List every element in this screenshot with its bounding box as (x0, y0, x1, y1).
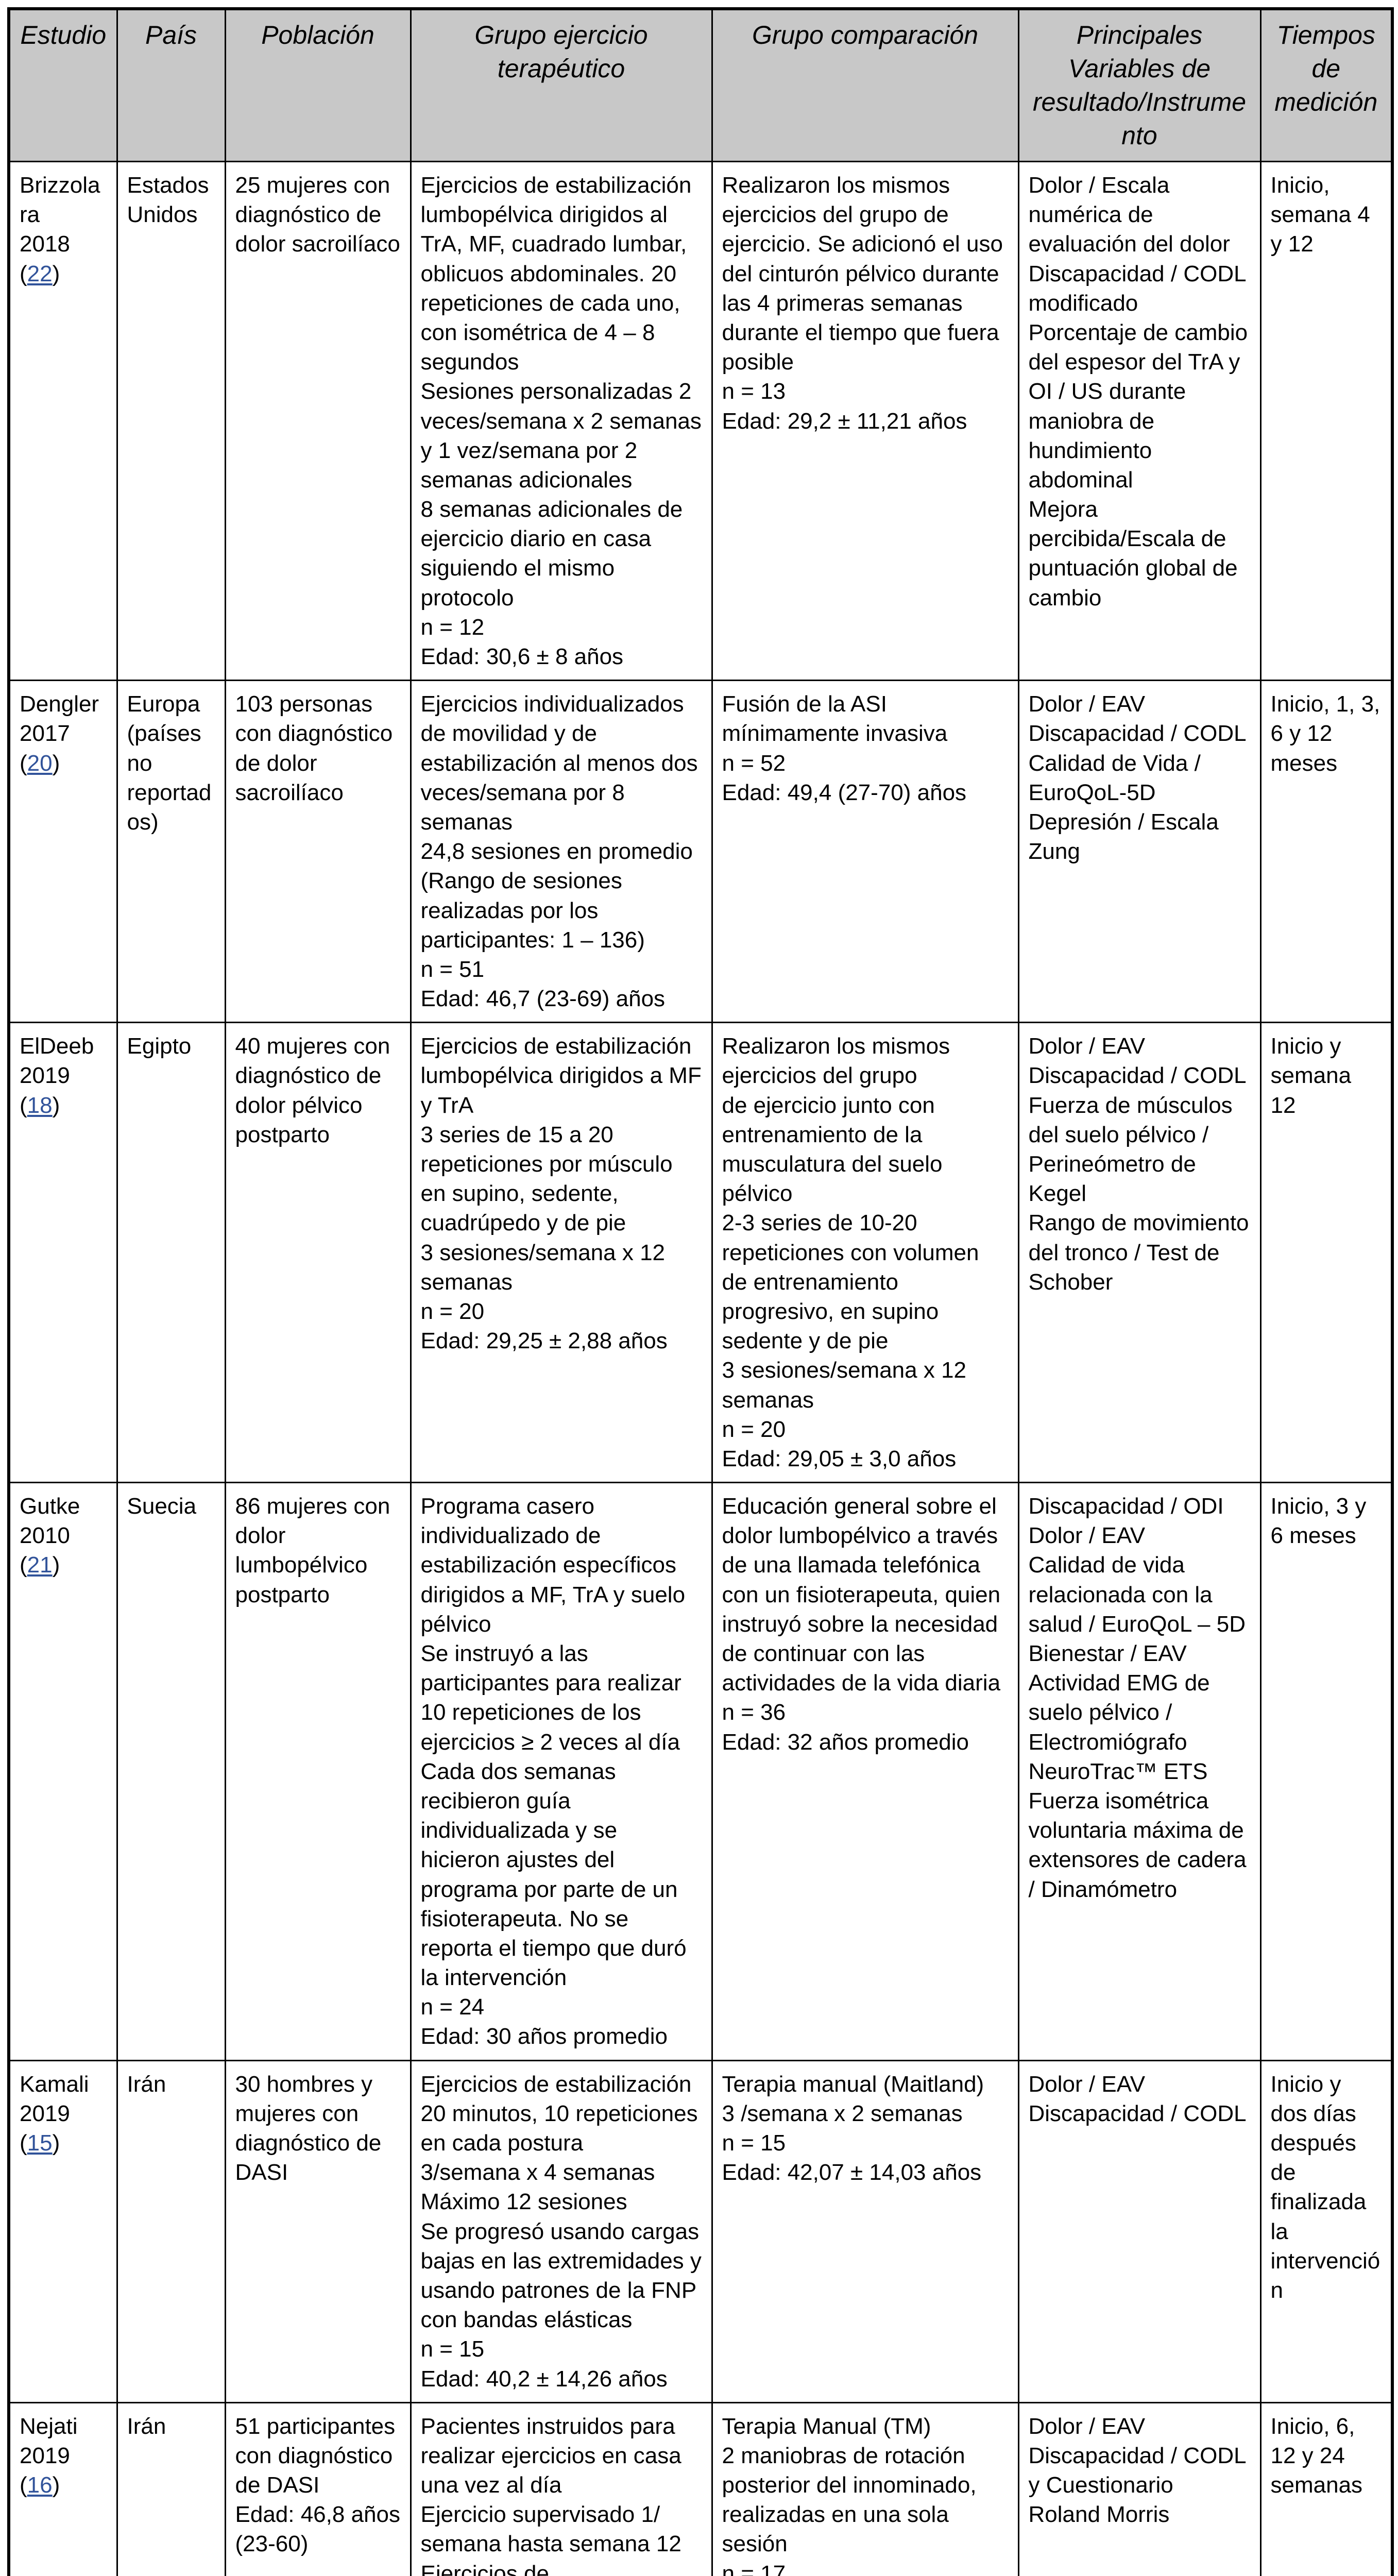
study-name: Gutke (20, 1494, 80, 1519)
study-year: 2019 (20, 2443, 70, 2468)
column-header-tiempos: Tiempos de medición (1259, 8, 1393, 162)
column-header-estudio: Estudio (8, 8, 118, 162)
study-name: ElDeeb (20, 1033, 94, 1059)
study-reference: (22) (20, 261, 60, 286)
cell-estudio: Brizzolara 2018 (22) (8, 160, 118, 682)
cell-tiempos: Inicio y semana 12 (1259, 1022, 1393, 1484)
table-row: Dengler 2017 (20) Europa (países no repor… (8, 680, 1393, 1024)
cell-grupo-comparacion: Realizaron los mismos ejercicios del gru… (711, 160, 1019, 682)
cell-grupo-ejercicio: Ejercicios individualizados de movilidad… (410, 680, 713, 1024)
cell-grupo-comparacion: Terapia manual (Maitland) 3 /semana x 2 … (711, 2059, 1019, 2403)
column-header-pais: País (116, 8, 226, 162)
column-header-grupo-comparacion: Grupo comparación (711, 8, 1019, 162)
cell-poblacion: 51 participantes con diagnóstico de DASI… (224, 2401, 412, 2576)
cell-variables: Dolor / EAV Discapacidad / CODL Fuerza d… (1017, 1022, 1261, 1484)
study-reference: (20) (20, 750, 60, 776)
cell-poblacion: 40 mujeres con diagnóstico de dolor pélv… (224, 1022, 412, 1484)
cell-variables: Dolor / Escala numérica de evaluación de… (1017, 160, 1261, 682)
header-row: Estudio País Población Grupo ejercicio t… (8, 8, 1393, 162)
table-head: Estudio País Población Grupo ejercicio t… (8, 8, 1393, 162)
study-year: 2018 (20, 231, 70, 257)
cell-grupo-comparacion: Educación general sobre el dolor lumbopé… (711, 1482, 1019, 2061)
reference-link[interactable]: 16 (27, 2472, 53, 2498)
study-reference: (16) (20, 2472, 60, 2498)
cell-pais: Estados Unidos (116, 160, 226, 682)
column-header-poblacion: Población (224, 8, 412, 162)
study-name: Brizzolara (20, 173, 100, 228)
cell-grupo-ejercicio: Pacientes instruidos para realizar ejerc… (410, 2401, 713, 2576)
cell-grupo-comparacion: Fusión de la ASI mínimamente invasiva n … (711, 680, 1019, 1024)
cell-poblacion: 30 hombres y mujeres con diagnóstico de … (224, 2059, 412, 2403)
cell-variables: Dolor / EAV Discapacidad / CODL Calidad … (1017, 680, 1261, 1024)
table-row: Brizzolara 2018 (22) Estados Unidos 25 muj… (8, 160, 1393, 682)
study-year: 2017 (20, 721, 70, 747)
cell-estudio: Nejati 2019 (16) (8, 2401, 118, 2576)
cell-poblacion: 103 personas con diagnóstico de dolor sa… (224, 680, 412, 1024)
reference-link[interactable]: 18 (27, 1092, 53, 1118)
study-name: Kamali (20, 2071, 89, 2097)
study-reference: (21) (20, 1552, 60, 1578)
cell-estudio: ElDeeb 2019 (18) (8, 1022, 118, 1484)
cell-variables: Discapacidad / ODI Dolor / EAV Calidad d… (1017, 1482, 1261, 2061)
cell-poblacion: 25 mujeres con diagnóstico de dolor sacr… (224, 160, 412, 682)
cell-poblacion: 86 mujeres con dolor lumbopélvico postpa… (224, 1482, 412, 2061)
reference-link[interactable]: 15 (27, 2130, 53, 2156)
cell-tiempos: Inicio, 6, 12 y 24 semanas (1259, 2401, 1393, 2576)
cell-tiempos: Inicio y dos días después de finalizada … (1259, 2059, 1393, 2403)
column-header-grupo-ejercicio: Grupo ejercicio terapéutico (410, 8, 713, 162)
cell-variables: Dolor / EAV Discapacidad / CODL y Cuesti… (1017, 2401, 1261, 2576)
studies-table: Estudio País Población Grupo ejercicio t… (7, 7, 1394, 2576)
cell-estudio: Gutke 2010 (21) (8, 1482, 118, 2061)
cell-grupo-ejercicio: Programa casero individualizado de estab… (410, 1482, 713, 2061)
cell-tiempos: Inicio, semana 4 y 12 (1259, 160, 1393, 682)
cell-grupo-comparacion: Realizaron los mismos ejercicios del gru… (711, 1022, 1019, 1484)
study-name: Dengler (20, 691, 99, 717)
cell-grupo-ejercicio: Ejercicios de estabilización 20 minutos,… (410, 2059, 713, 2403)
table-row: Kamali 2019 (15) Irán 30 hombres y mujeres… (8, 2059, 1393, 2403)
cell-variables: Dolor / EAV Discapacidad / CODL (1017, 2059, 1261, 2403)
cell-estudio: Dengler 2017 (20) (8, 680, 118, 1024)
table-row: ElDeeb 2019 (18) Egipto 40 mujeres con dia… (8, 1022, 1393, 1484)
reference-link[interactable]: 20 (27, 750, 53, 776)
cell-pais: Egipto (116, 1022, 226, 1484)
reference-link[interactable]: 22 (27, 261, 53, 286)
cell-grupo-ejercicio: Ejercicios de estabilización lumbopélvic… (410, 1022, 713, 1484)
cell-pais: Irán (116, 2401, 226, 2576)
study-year: 2019 (20, 2100, 70, 2126)
cell-tiempos: Inicio, 1, 3, 6 y 12 meses (1259, 680, 1393, 1024)
cell-grupo-ejercicio: Ejercicios de estabilización lumbopélvic… (410, 160, 713, 682)
cell-tiempos: Inicio, 3 y 6 meses (1259, 1482, 1393, 2061)
study-year: 2019 (20, 1063, 70, 1089)
column-header-variables: Principales Variables de resultado/Instr… (1017, 8, 1261, 162)
table-body: Brizzolara 2018 (22) Estados Unidos 25 muj… (8, 160, 1393, 2576)
study-reference: (15) (20, 2130, 60, 2156)
table-row: Nejati 2019 (16) Irán 51 participantes con… (8, 2401, 1393, 2576)
table-row: Gutke 2010 (21) Suecia 86 mujeres con dolo… (8, 1482, 1393, 2061)
study-year: 2010 (20, 1523, 70, 1549)
reference-link[interactable]: 21 (27, 1552, 53, 1578)
cell-pais: Irán (116, 2059, 226, 2403)
study-reference: (18) (20, 1092, 60, 1118)
cell-grupo-comparacion: Terapia Manual (TM) 2 maniobras de rotac… (711, 2401, 1019, 2576)
cell-pais: Europa (países no reportados) (116, 680, 226, 1024)
cell-estudio: Kamali 2019 (15) (8, 2059, 118, 2403)
study-name: Nejati (20, 2413, 78, 2439)
cell-pais: Suecia (116, 1482, 226, 2061)
